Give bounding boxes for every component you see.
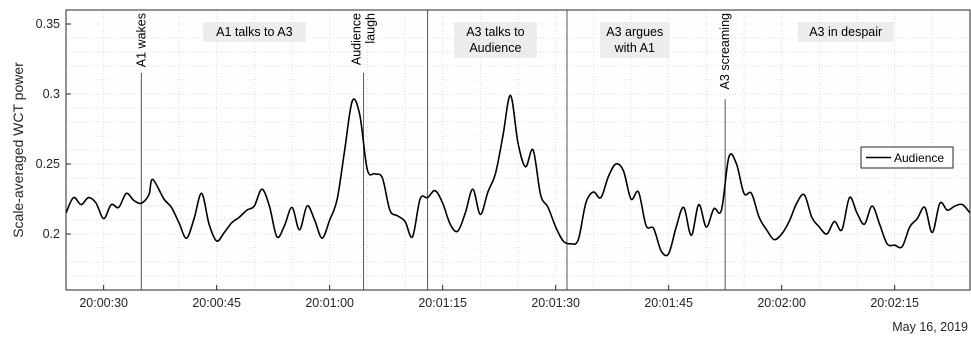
x-tick-label: 20:01:15 (418, 296, 467, 310)
series-line-audience (65, 94, 971, 257)
phase-label: A3 talks to Audience (454, 22, 537, 58)
x-tick-label: 20:01:30 (531, 296, 580, 310)
event-label: laugh (364, 13, 378, 44)
legend-box (860, 146, 954, 169)
x-tick-label: 20:01:45 (644, 296, 693, 310)
y-tick-label: 0.35 (36, 17, 60, 31)
x-tick-label: 20:00:45 (192, 296, 241, 310)
event-label: A1 wakes (134, 13, 148, 67)
phase-label-text: Audience (469, 41, 521, 55)
legend-entry-audience: Audience (894, 151, 944, 165)
phase-label-box (454, 22, 537, 58)
phase-labels: A1 talks to A3 A3 talks to Audience A3 argu… (203, 22, 894, 58)
phase-label: A3 argues with A1 (600, 22, 670, 58)
phase-label-box (600, 22, 670, 58)
phase-label-box (203, 22, 306, 42)
phase-label-text: with A1 (614, 41, 655, 55)
x-tick-label: 20:01:00 (305, 296, 354, 310)
date-label: May 16, 2019 (892, 320, 968, 334)
phase-label-text: A3 talks to (466, 25, 524, 39)
x-tick-label: 20:02:00 (757, 296, 806, 310)
phase-label-text: A3 argues (606, 25, 663, 39)
event-label: A3 screaming (718, 13, 732, 89)
y-tick-label: 0.3 (43, 87, 60, 101)
phase-label: A3 in despair (797, 22, 894, 42)
phase-label: A1 talks to A3 (203, 22, 306, 42)
event-label: Audience (350, 13, 364, 65)
legend: Audience (860, 146, 954, 169)
axis-ticks: 20:00:30 20:00:45 20:01:00 20:01:15 20:01:30… (36, 17, 919, 310)
plot-frame (65, 9, 971, 291)
x-tick-label: 20:00:30 (79, 296, 128, 310)
event-lines: A1 wakes Audience laugh A3 screaming (134, 10, 732, 290)
y-tick-label: 0.2 (43, 227, 60, 241)
phase-label-text: A1 talks to A3 (216, 25, 292, 39)
phase-label-text: A3 in despair (809, 25, 882, 39)
y-tick-label: 0.25 (36, 157, 60, 171)
y-axis-label: Scale-averaged WCT power (10, 62, 26, 238)
x-tick-label: 20:02:15 (870, 296, 919, 310)
phase-label-box (797, 22, 894, 42)
